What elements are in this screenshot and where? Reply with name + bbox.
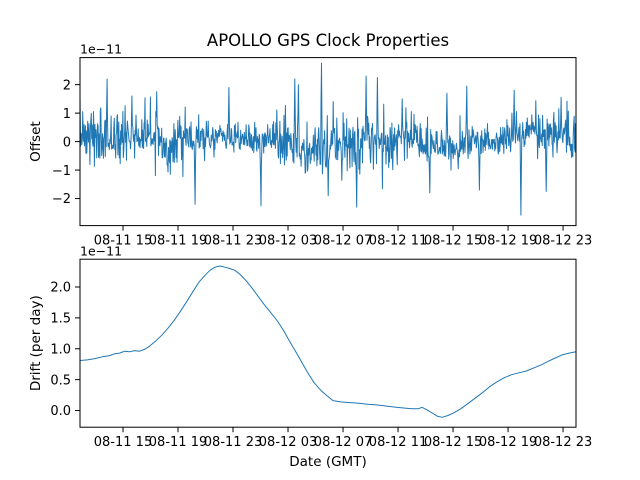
- x-tick-label: 08-12 07: [314, 234, 372, 249]
- y-tick-label: 2.0: [50, 281, 71, 296]
- x-tick-label: 08-12 07: [314, 435, 372, 450]
- y-tick-label: 1: [63, 107, 71, 122]
- x-tick-label: 08-11 15: [94, 234, 152, 249]
- x-tick-label: 08-12 03: [259, 234, 317, 249]
- axes-frame: [79, 258, 577, 428]
- x-tick-label: 08-11 19: [149, 234, 207, 249]
- clock-drift-series-line: [80, 265, 576, 418]
- x-tick-label: 08-12 11: [369, 234, 427, 249]
- x-tick-label: 08-11 23: [204, 234, 262, 249]
- clock-offset-series-line: [80, 62, 576, 216]
- y-tick-label: 1.5: [50, 312, 71, 327]
- x-tick-label: 08-12 15: [424, 435, 482, 450]
- x-tick-label: 08-11 15: [94, 435, 152, 450]
- bottom-y-axis-label: Drift (per day): [28, 295, 44, 391]
- y-tick-label: 0: [63, 135, 71, 150]
- y-tick-label: 2: [63, 78, 71, 93]
- top-axis-exponent-label: 1e−11: [80, 42, 122, 57]
- y-tick-label: 1.0: [50, 342, 71, 357]
- x-tick-label: 08-12 23: [534, 435, 592, 450]
- y-tick-label: 0.5: [50, 373, 71, 388]
- x-tick-label: 08-12 15: [424, 234, 482, 249]
- y-tick-label: −1: [52, 164, 71, 179]
- x-tick-label: 08-12 19: [479, 435, 537, 450]
- top-y-axis-label: Offset: [28, 121, 44, 162]
- x-tick-label: 08-12 23: [534, 234, 592, 249]
- x-axis-label: Date (GMT): [289, 454, 366, 470]
- y-tick-label: 0.0: [50, 404, 71, 419]
- x-tick-label: 08-12 11: [369, 435, 427, 450]
- y-tick-label: −2: [52, 192, 71, 207]
- x-tick-label: 08-12 19: [479, 234, 537, 249]
- chart-title: APOLLO GPS Clock Properties: [207, 31, 449, 50]
- plot-area: [80, 259, 576, 428]
- bottom-axis-exponent-label: 1e−11: [80, 244, 122, 259]
- x-tick-label: 08-11 23: [204, 435, 262, 450]
- x-tick-label: 08-11 19: [149, 435, 207, 450]
- x-tick-label: 08-12 03: [259, 435, 317, 450]
